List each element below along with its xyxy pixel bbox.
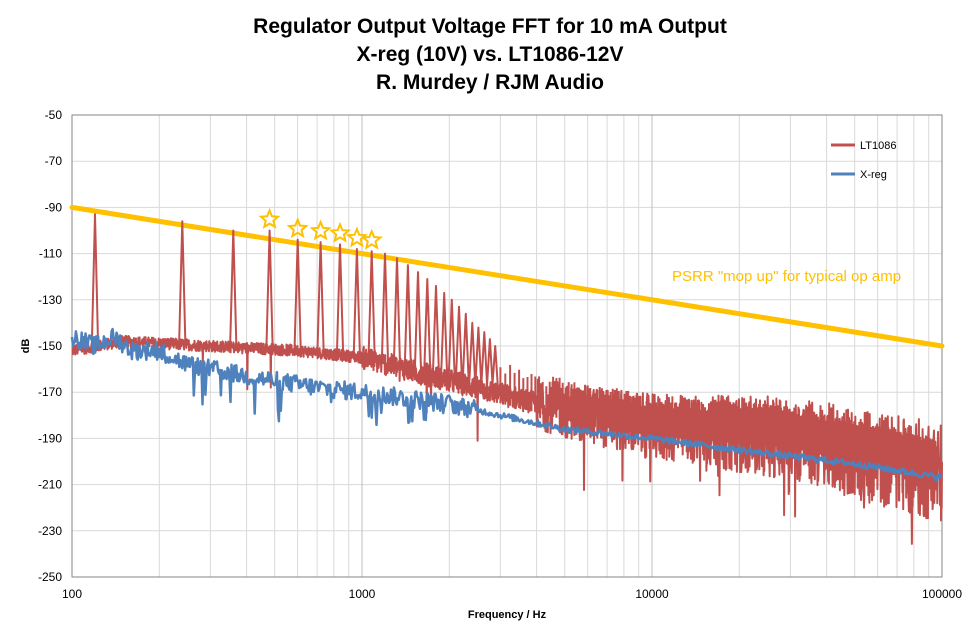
y-tick-label: -210 [38,478,62,492]
legend-label-lt1086: LT1086 [860,140,897,152]
y-tick-label: -110 [39,247,62,261]
star-marker [345,226,368,248]
y-tick-label: -250 [38,570,62,584]
chart-title-line-2: X-reg (10V) vs. LT1086-12V [357,43,624,66]
y-tick-label: -70 [45,154,63,168]
y-tick-label: -190 [38,431,62,445]
x-tick-label: 10000 [635,587,669,601]
x-tick-label: 1000 [349,587,376,601]
star-marker [329,221,352,243]
star-marker [360,228,383,250]
y-tick-label: -50 [45,108,63,122]
series-lt1086-line [71,213,943,545]
x-tick-label: 100 [62,587,82,601]
star-marker [258,207,281,229]
y-tick-label: -170 [38,385,62,399]
x-tick-label: 100000 [922,587,962,601]
star-marker [309,219,332,241]
legend: LT1086 X-reg [831,140,897,181]
x-tick-labels: 100 1000 10000 100000 [62,587,962,601]
chart-title-line-3: R. Murdey / RJM Audio [376,71,604,94]
series-layer [69,204,945,545]
y-tick-label: -150 [38,339,62,353]
legend-label-xreg: X-reg [860,169,887,181]
y-tick-label: -230 [38,524,62,538]
y-tick-labels: -50 -70 -90 -110 -130 -150 -170 -190 -210 -230 -25… [38,108,62,584]
x-axis-label: Frequency / Hz [468,609,547,621]
y-axis-label: dB [20,339,32,354]
series-psrr-line [69,204,945,349]
series-xreg-line [70,327,943,482]
star-marker [286,217,309,239]
psrr-annotation: PSRR "mop up" for typical op amp [672,268,901,285]
chart-title-line-1: Regulator Output Voltage FFT for 10 mA O… [253,15,727,38]
star-markers [258,207,383,250]
y-tick-label: -130 [38,293,62,307]
y-tick-label: -90 [45,200,63,214]
